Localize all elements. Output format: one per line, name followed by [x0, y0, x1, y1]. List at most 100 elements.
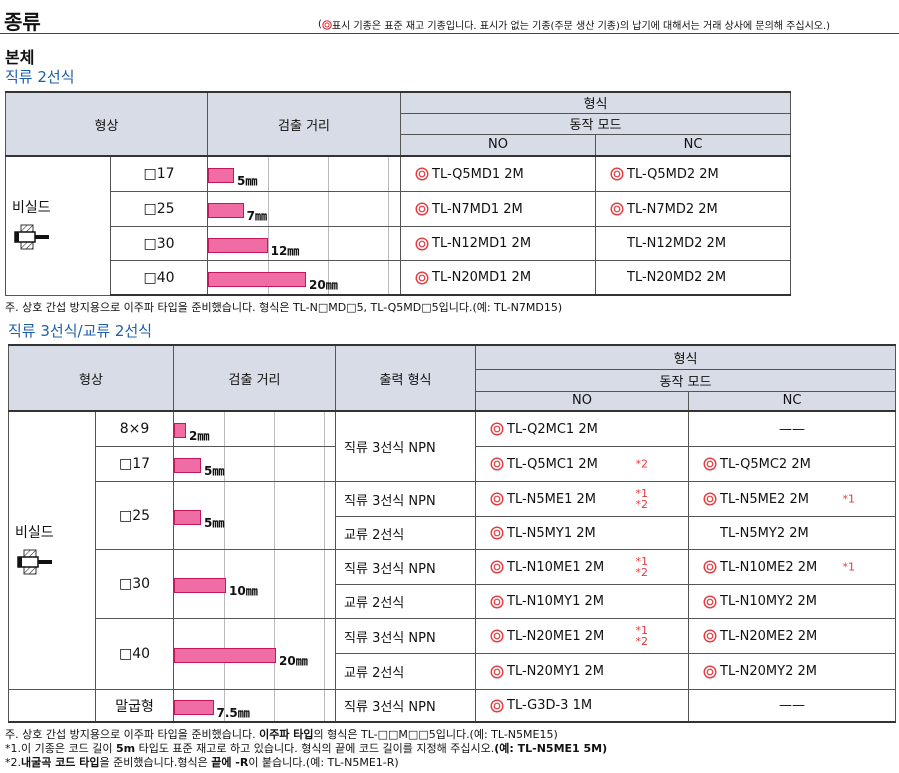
model-cell: TL-G3D-3 1M: [475, 689, 690, 723]
stock-icon: [490, 664, 504, 679]
stock-icon: [703, 560, 717, 574]
grid-line: [388, 227, 390, 260]
header-cell: 검출 거리: [173, 344, 337, 412]
model-name: TL-N10ME2 2M: [720, 559, 818, 575]
shape-cell: □17: [109, 155, 209, 192]
model-cell: TL-N12MD1 2M: [400, 226, 597, 261]
stock-icon: [703, 457, 717, 471]
grid-line: [224, 412, 226, 446]
stock-icon: [610, 167, 624, 181]
output-cell: 직류 3선식 NPN: [335, 481, 477, 517]
header-cell: 형식: [475, 344, 897, 370]
model-cell: TL-N20MD1 2M: [400, 260, 597, 296]
stock-icon: [703, 594, 717, 609]
note-line: *2.내굴곡 코드 타입을 준비했습니다.형식은 끝에 -R이 붙습니다.(예:…: [5, 754, 607, 769]
model: TL-N5MY2 2M: [690, 526, 895, 541]
model-name: TL-Q5MD1 2M: [432, 166, 524, 182]
grid-line: [388, 261, 390, 294]
model: TL-N10MY2 2M: [690, 594, 895, 609]
distance: 5㎜: [174, 447, 335, 481]
bar: [174, 648, 277, 663]
shape-cell: □25: [94, 481, 175, 550]
sensor-icon: [12, 223, 52, 255]
table-row: □40 20㎜ TL-N20MD1 2M TL-N20MD2 2M: [6, 260, 792, 296]
footnote-ref: *1: [635, 624, 649, 637]
grid-line: [274, 412, 276, 446]
bar-label: 20㎜: [309, 277, 338, 292]
footnote-ref: *2: [635, 498, 649, 511]
model-cell: ——: [688, 689, 897, 723]
distance-cell: 7㎜: [207, 191, 402, 227]
table-row: 교류 2선식 TL-N20MY1 2M TL-N20MY2 2M: [9, 653, 897, 690]
bar: [174, 458, 202, 473]
shape-cell: □30: [94, 549, 175, 619]
header-cell: 검출 거리: [207, 91, 402, 157]
refs: *1 *2: [636, 488, 649, 510]
grid-line: [324, 550, 326, 618]
footnote-ref: *1: [635, 555, 649, 568]
header-row: 동작 모드: [6, 112, 792, 135]
model-cell: TL-N5ME2 2M *1: [688, 481, 897, 517]
model: TL-N12MD2 2M: [597, 236, 790, 251]
model-cell: TL-N20ME2 2M: [688, 618, 897, 654]
model-name: TL-N7MD2 2M: [627, 201, 718, 217]
distance: 5㎜: [208, 157, 400, 191]
note-line: 주. 상호 간섭 방지용으로 이주파 타입을 준비했습니다. 이주파 타입의 형…: [5, 726, 607, 741]
table-row: □25 5㎜ 직류 3선식 NPN TL-N5ME1 2M *1 *2 TL-N5ME2 2…: [9, 481, 897, 550]
notice-text: 표시 기종은 표준 재고 기종입니다. 표시가 없는 기종(주문 생산 기종)의…: [331, 21, 831, 32]
distance-cell: 2㎜: [173, 410, 337, 447]
header-cell: 형상: [7, 344, 175, 412]
bar: [208, 203, 244, 218]
model-name: TL-N20MY2 2M: [720, 664, 817, 679]
stock-icon: [703, 629, 717, 643]
refs: *1 *2: [636, 556, 649, 578]
grid-line: [328, 227, 330, 260]
shape-cell: □25: [109, 191, 209, 227]
stock-icon: [490, 629, 504, 643]
model-name: TL-N12MD2 2M: [627, 236, 727, 251]
model-name: TL-N20MY1 2M: [507, 664, 604, 679]
stock-icon: [490, 526, 504, 540]
shape-cell: 8×9: [94, 410, 175, 447]
distance: 20㎜: [208, 261, 400, 294]
bar: [174, 578, 227, 593]
model: TL-N20ME2 2M: [690, 629, 895, 644]
notice-open: (: [318, 19, 322, 30]
bar-label: 7.5㎜: [216, 705, 250, 720]
model-cell: TL-Q5MD1 2M: [400, 155, 597, 192]
grid-line: [274, 482, 276, 549]
model: TL-N20MY2 2M: [690, 664, 895, 679]
distance-cell: 7.5㎜: [173, 689, 337, 723]
stock-icon: [703, 664, 717, 679]
table-row: □30 12㎜ TL-N12MD1 2M TL-N12MD2 2M: [6, 226, 792, 261]
note-text: 내굴곡 코드 타입: [21, 756, 100, 769]
header-cell: 형식: [400, 91, 792, 114]
grid-line: [328, 157, 330, 191]
model: TL-N10ME2 2M *1: [690, 559, 895, 575]
note-text: 이 붙습니다.(예: TL-N5ME1-R): [248, 756, 399, 769]
output-cell: 교류 2선식: [335, 584, 477, 619]
header-cell: NO: [475, 390, 690, 412]
section-title: 본체: [5, 48, 35, 67]
note-text: *2.: [5, 756, 21, 769]
model-cell: TL-N20MY1 2M: [475, 653, 690, 690]
table-row: □25 7㎜ TL-N7MD1 2M TL-N7MD2 2M: [6, 191, 792, 227]
grid-line: [224, 447, 226, 481]
sensor-icon: [15, 548, 55, 580]
output-cell: 교류 2선식: [335, 653, 477, 690]
footnote-ref: *2: [635, 457, 649, 471]
header-cell: NC: [595, 133, 792, 157]
note-text: 5m: [115, 742, 136, 755]
model-cell: TL-N10ME2 2M *1: [688, 549, 897, 585]
grid-line: [324, 412, 326, 446]
model-name: TL-N5ME2 2M: [720, 491, 809, 507]
model-name: TL-N20MD2 2M: [627, 270, 727, 285]
bar: [208, 168, 235, 183]
grid-line: [324, 482, 326, 549]
header-row: 동작 모드: [9, 368, 897, 392]
group-cell: 비실드: [8, 410, 96, 690]
shape-cell: □17: [94, 446, 175, 482]
table-row: 비실드 8×9 2㎜ 직류 3선식 NPN TL-Q2MC1 2M ——: [8, 410, 897, 690]
header-row: 형상 검출 거리 출력 형식 형식: [7, 344, 897, 412]
